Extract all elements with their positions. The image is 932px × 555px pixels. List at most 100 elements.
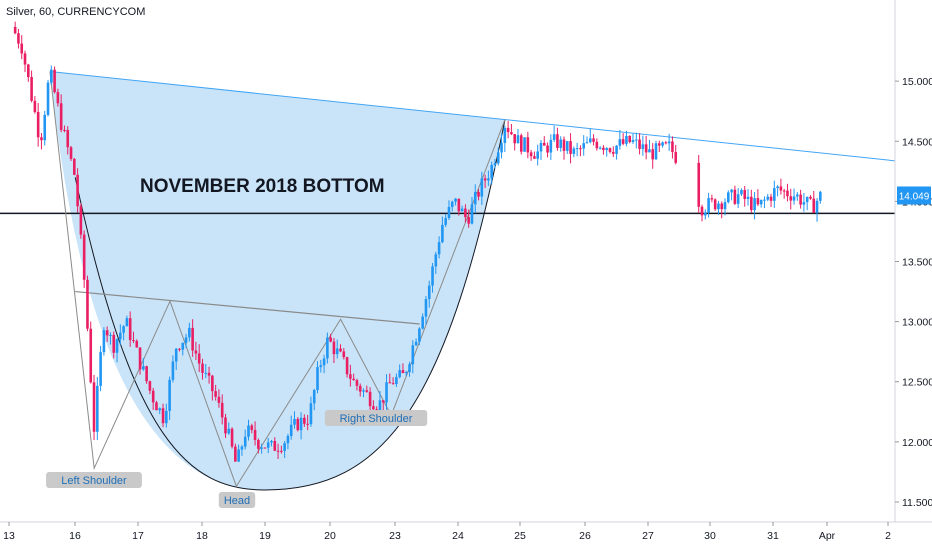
candle-body [89, 328, 93, 383]
candle-body [188, 327, 191, 338]
candle-body [13, 27, 17, 34]
candle-body [657, 143, 661, 146]
right-shoulder-label-bg [324, 410, 428, 426]
candle-body [257, 440, 260, 449]
candle-body [611, 151, 615, 154]
candle-body [730, 189, 733, 193]
candle-body [86, 279, 89, 329]
candle-body [493, 163, 497, 165]
candle-body [122, 326, 125, 333]
candle-body [207, 372, 211, 376]
y-tick-label: 14.500 [902, 136, 932, 148]
candle-body [158, 408, 162, 411]
candle-body [480, 178, 484, 197]
candle-body [368, 391, 372, 407]
candle-body [819, 191, 822, 201]
candle-body [776, 186, 779, 189]
candle-body [421, 316, 424, 329]
candle-body [53, 69, 56, 93]
candle-body [92, 382, 96, 432]
candle-body [46, 82, 50, 115]
candle-body [773, 188, 776, 201]
candle-body [309, 403, 313, 425]
candle-body [625, 135, 628, 144]
candle-body [592, 138, 595, 142]
candle-body [266, 442, 270, 448]
candle-body [444, 218, 447, 225]
x-tick-label: 23 [389, 530, 401, 542]
candle-body [23, 53, 27, 65]
candle-body [138, 347, 142, 370]
candle-body [447, 206, 451, 219]
candle-body [395, 377, 398, 385]
candle-body [779, 186, 783, 191]
candle-body [743, 189, 747, 199]
candle-body [411, 345, 415, 365]
candle-body [303, 417, 306, 424]
candle-body [99, 352, 102, 386]
candle-body [454, 198, 457, 202]
chart-title: Silver, 60, CURRENCYCOM [6, 6, 146, 18]
candle-body [56, 92, 60, 104]
candle-body [437, 242, 441, 255]
candle-body [276, 450, 280, 452]
candle-body [602, 147, 605, 151]
y-tick-label: 12.000 [902, 437, 932, 449]
candle-body [585, 142, 589, 144]
candle-body [286, 436, 290, 444]
candle-body [671, 141, 674, 153]
candle-body [355, 380, 359, 386]
candle-body [135, 340, 139, 348]
x-tick-label: 27 [642, 530, 654, 542]
candle-body [174, 348, 178, 362]
candle-body [240, 446, 244, 450]
candle-body [427, 285, 431, 300]
candle-body [582, 143, 586, 149]
candle-body [579, 148, 582, 150]
y-tick-label: 15.000 [902, 76, 932, 88]
candle-body [740, 189, 743, 195]
price-badge [897, 186, 931, 205]
candle-body [306, 423, 309, 425]
cup-curve [74, 119, 506, 491]
candle-body [329, 337, 332, 342]
candle-body [237, 449, 240, 462]
candle-body [342, 351, 346, 358]
candle-body [312, 390, 316, 404]
candle-body [319, 365, 323, 368]
candle-body [161, 408, 165, 424]
candle-body [391, 383, 395, 385]
candle-body [812, 198, 816, 213]
candle-body [27, 64, 30, 78]
candle-body [815, 200, 819, 213]
candle-body [299, 417, 303, 431]
candle-body [556, 134, 559, 148]
candle-body [434, 254, 438, 267]
candle-body [211, 375, 214, 392]
candle-body [717, 203, 720, 210]
candle-body [450, 201, 454, 207]
candle-body [424, 299, 428, 317]
candle-body [178, 348, 181, 350]
candle-body [148, 381, 152, 391]
candle-body [270, 440, 273, 443]
candle-body [234, 446, 237, 462]
candle-body [63, 129, 66, 131]
candle-body [615, 145, 618, 154]
candle-body [335, 348, 339, 355]
x-tick-label: 20 [324, 530, 336, 542]
candle-body [339, 348, 342, 352]
candle-body [736, 194, 740, 204]
candle-body [250, 425, 254, 430]
candle-body [546, 145, 549, 153]
candle-body [651, 149, 655, 160]
candle-body [526, 137, 530, 153]
candle-body [562, 139, 566, 151]
candle-body [69, 147, 73, 159]
candle-body [519, 135, 523, 152]
candle-body [362, 390, 365, 392]
candle-body [605, 148, 609, 151]
x-tick-label: 26 [579, 530, 591, 542]
